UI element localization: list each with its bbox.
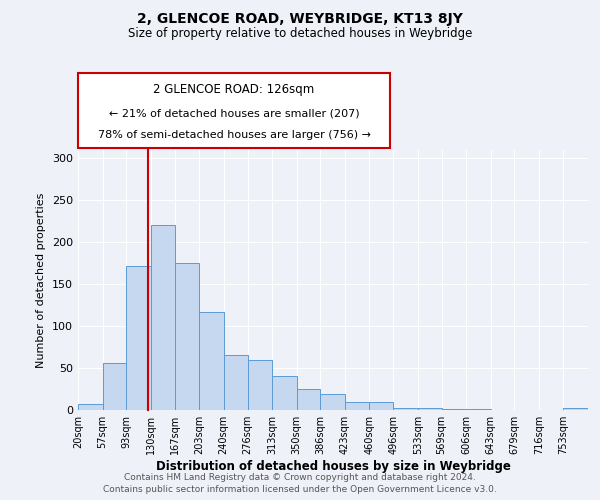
Bar <box>296 389 320 410</box>
Bar <box>78 404 103 410</box>
Text: Contains HM Land Registry data © Crown copyright and database right 2024.: Contains HM Land Registry data © Crown c… <box>124 473 476 482</box>
Bar <box>442 409 466 410</box>
Text: 78% of semi-detached houses are larger (756) →: 78% of semi-detached houses are larger (… <box>97 130 371 140</box>
Bar <box>199 312 224 410</box>
Bar <box>248 360 272 410</box>
Bar <box>393 408 418 410</box>
Bar <box>370 402 393 410</box>
Bar <box>345 402 370 410</box>
Bar <box>151 226 175 410</box>
Text: ← 21% of detached houses are smaller (207): ← 21% of detached houses are smaller (20… <box>109 108 359 118</box>
Text: 2 GLENCOE ROAD: 126sqm: 2 GLENCOE ROAD: 126sqm <box>154 82 314 96</box>
Bar <box>224 356 248 410</box>
Text: Contains public sector information licensed under the Open Government Licence v3: Contains public sector information licen… <box>103 486 497 494</box>
Bar <box>563 408 588 410</box>
Text: Size of property relative to detached houses in Weybridge: Size of property relative to detached ho… <box>128 28 472 40</box>
Text: 2, GLENCOE ROAD, WEYBRIDGE, KT13 8JY: 2, GLENCOE ROAD, WEYBRIDGE, KT13 8JY <box>137 12 463 26</box>
Bar <box>466 409 491 410</box>
Bar <box>175 263 199 410</box>
Bar <box>127 266 151 410</box>
X-axis label: Distribution of detached houses by size in Weybridge: Distribution of detached houses by size … <box>155 460 511 473</box>
Bar <box>418 408 442 410</box>
Y-axis label: Number of detached properties: Number of detached properties <box>37 192 46 368</box>
Bar <box>320 394 345 410</box>
Bar <box>272 376 296 410</box>
Bar <box>103 363 127 410</box>
